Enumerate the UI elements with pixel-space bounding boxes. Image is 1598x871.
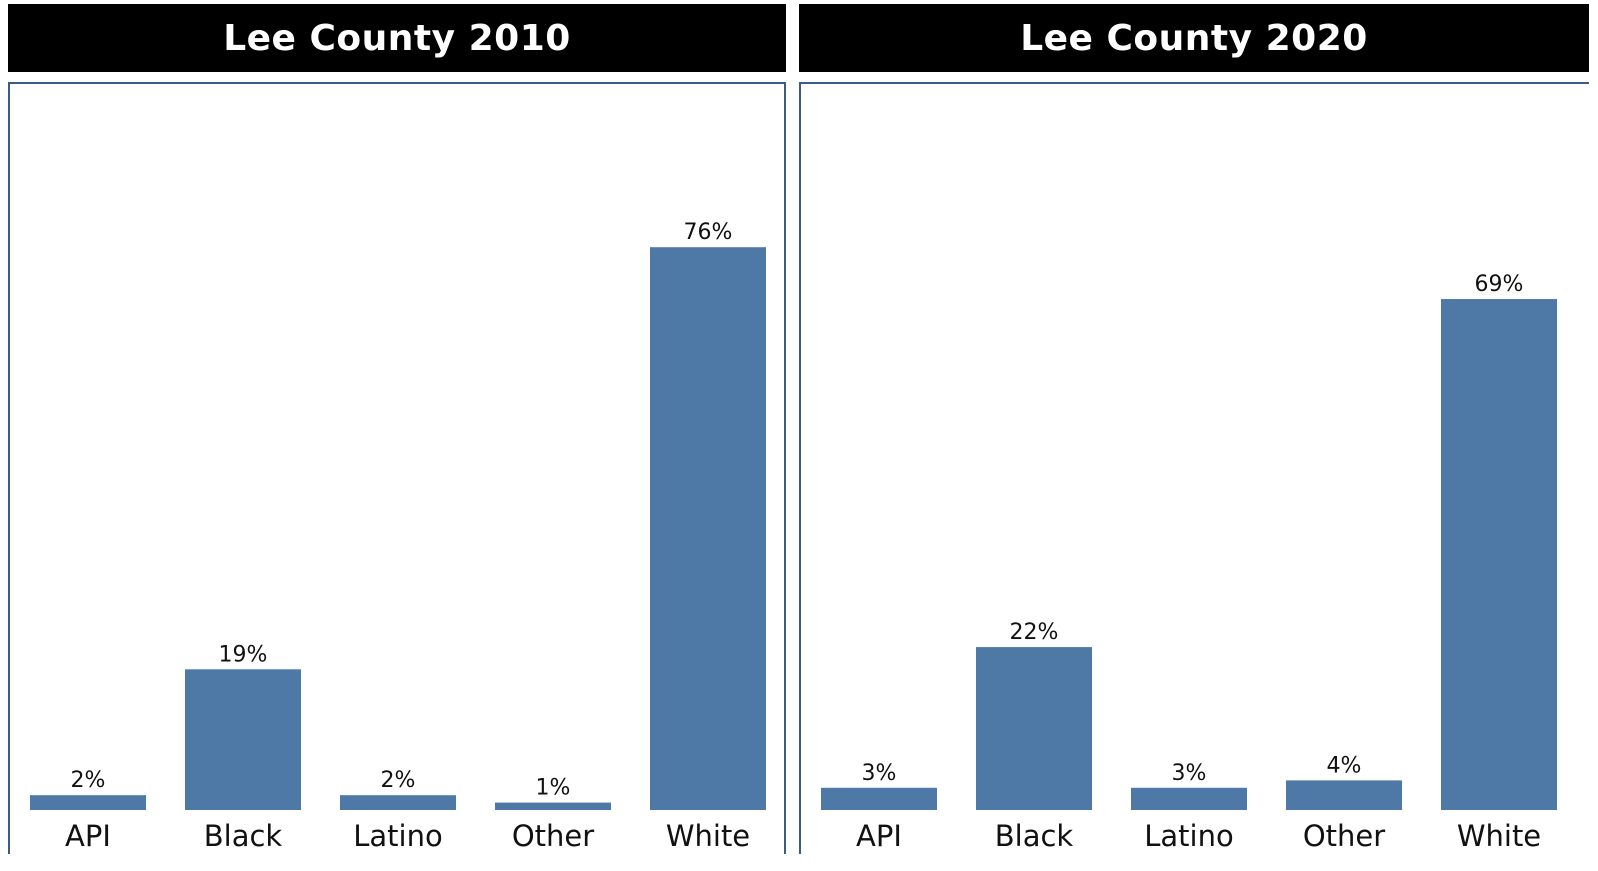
x-tick-label-white: White [666,819,750,853]
data-label-black: 22% [1010,620,1059,645]
bar-chart-2010: 2% API 19% Black 2% Latino 1% Other 76% White [30,220,766,853]
plot-area: 2% API 19% Black 2% Latino 1% Other 76% White [8,82,786,854]
data-label-white: 76% [684,220,733,245]
bar-white [1441,299,1557,810]
chart-title: Lee County 2010 [8,4,786,72]
bar-other [1286,780,1402,810]
data-label-api: 3% [862,761,897,786]
x-tick-label-other: Other [1303,819,1385,853]
data-label-latino: 2% [381,768,416,793]
plot-area: 3% API 22% Black 3% Latino 4% Other 69% White [799,82,1589,854]
x-tick-label-other: Other [512,819,594,853]
x-tick-label-white: White [1457,819,1541,853]
x-tick-label-black: Black [204,819,283,853]
bar-api [30,795,146,810]
x-tick-label-black: Black [995,819,1074,853]
bar-chart-2020: 3% API 22% Black 3% Latino 4% Other 69% White [821,272,1557,853]
bar-latino [1131,787,1247,810]
data-label-black: 19% [219,642,268,667]
bar-white [650,247,766,810]
bar-black [976,647,1092,810]
bar-other [495,802,611,810]
data-label-white: 69% [1475,272,1524,297]
bar-black [185,669,301,810]
x-tick-label-latino: Latino [1144,819,1233,853]
data-label-latino: 3% [1172,761,1207,786]
chart-title: Lee County 2020 [799,4,1589,72]
data-label-other: 1% [536,776,571,801]
x-tick-label-api: API [856,819,902,853]
data-label-api: 2% [71,768,106,793]
bar-api [821,787,937,810]
bar-latino [340,795,456,810]
x-tick-label-api: API [65,819,111,853]
x-tick-label-latino: Latino [353,819,442,853]
data-label-other: 4% [1327,753,1362,778]
